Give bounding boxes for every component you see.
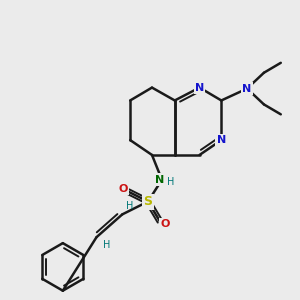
Text: S: S [143,195,152,208]
Text: N: N [195,82,204,93]
Text: N: N [155,175,164,185]
Text: N: N [217,135,226,145]
Text: H: H [103,240,110,250]
Text: N: N [242,84,252,94]
Text: H: H [127,202,134,212]
Text: H: H [167,177,175,187]
Text: O: O [160,219,170,229]
Text: O: O [118,184,128,194]
